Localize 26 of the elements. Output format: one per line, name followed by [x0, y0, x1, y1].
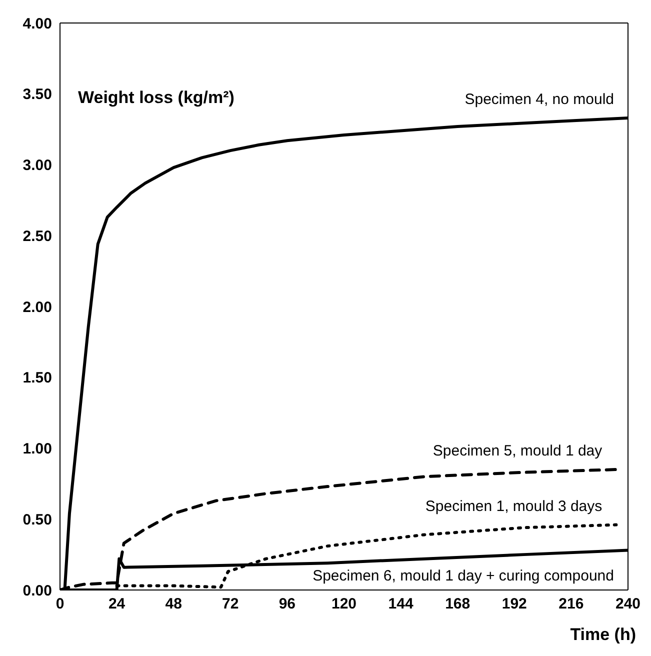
- series-label: Specimen 6, mould 1 day + curing compound: [312, 567, 614, 584]
- series-label: Specimen 4, no mould: [464, 90, 614, 108]
- y-tick-label: 1.00: [22, 440, 52, 458]
- y-tick-label: 4.00: [22, 15, 52, 32]
- y-tick-label: 3.50: [22, 86, 52, 104]
- series-label: Specimen 1, mould 3 days: [425, 498, 602, 515]
- y-tick-label: 0.50: [22, 511, 52, 528]
- x-tick-label: 0: [56, 596, 64, 613]
- x-tick-label: 96: [278, 596, 296, 613]
- y-axis-title: Weight loss (kg/m²): [78, 88, 234, 107]
- x-tick-label: 48: [165, 596, 182, 613]
- series-label: Specimen 5, mould 1 day: [432, 442, 603, 460]
- y-tick-label: 1.50: [22, 370, 52, 387]
- y-tick-label: 2.50: [22, 228, 52, 245]
- x-tick-label: 240: [615, 596, 641, 613]
- x-axis-title: Time (h): [570, 625, 636, 644]
- y-tick-label: 3.00: [22, 157, 52, 174]
- y-tick-label: 0.00: [22, 582, 52, 600]
- x-tick-label: 72: [222, 596, 239, 613]
- x-tick-label: 216: [558, 596, 584, 613]
- x-tick-label: 24: [108, 596, 126, 613]
- x-tick-label: 168: [445, 596, 470, 613]
- x-tick-label: 144: [388, 596, 414, 613]
- x-tick-label: 192: [502, 596, 527, 613]
- y-tick-label: 2.00: [22, 298, 52, 316]
- x-tick-label: 120: [331, 596, 357, 613]
